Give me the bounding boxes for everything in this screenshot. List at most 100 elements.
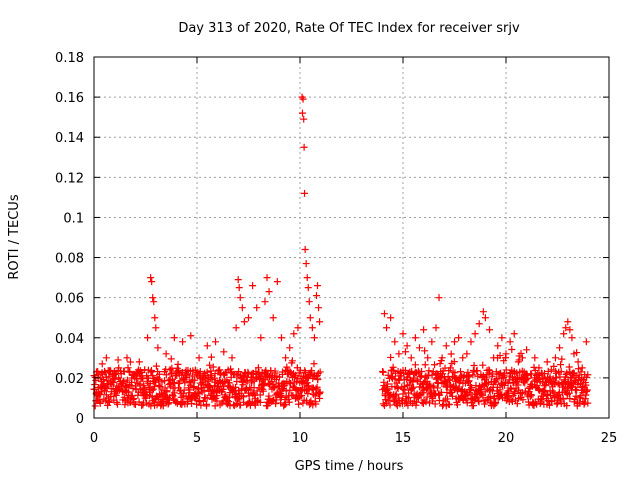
data-point [135, 358, 143, 366]
data-point [162, 350, 170, 358]
data-point [265, 392, 273, 400]
data-point [254, 364, 262, 372]
data-point [574, 358, 582, 366]
data-point [202, 400, 210, 408]
data-point [545, 401, 553, 409]
data-point [298, 391, 306, 399]
data-point [436, 360, 444, 368]
data-point [519, 396, 527, 404]
data-point [421, 361, 429, 369]
data-point [511, 388, 519, 396]
data-point [207, 390, 215, 398]
data-point [206, 361, 214, 369]
data-point [159, 402, 167, 410]
data-point [147, 274, 155, 282]
data-point [534, 385, 542, 393]
data-point [543, 358, 551, 366]
data-point [134, 391, 142, 399]
data-point [510, 330, 518, 338]
data-point [209, 363, 217, 371]
data-point [203, 394, 211, 402]
data-point [170, 379, 178, 387]
data-point [203, 342, 211, 350]
data-point [412, 401, 420, 409]
data-point [557, 361, 565, 369]
data-point [455, 334, 463, 342]
data-point [124, 364, 132, 372]
data-point [496, 386, 504, 394]
data-point [299, 95, 307, 103]
data-point [176, 377, 184, 385]
x-axis-ticks: 0 5 10 15 20 25 [90, 57, 617, 446]
data-point [144, 334, 152, 342]
data-point [104, 394, 112, 402]
x-tick-label: 0 [90, 431, 98, 446]
data-point [174, 384, 182, 392]
data-point [271, 367, 279, 375]
data-point [565, 363, 573, 371]
data-point [284, 395, 292, 403]
data-point [383, 324, 391, 332]
data-point [190, 383, 198, 391]
data-point [100, 384, 108, 392]
data-point [223, 397, 231, 405]
data-point [506, 338, 514, 346]
data-point [484, 378, 492, 386]
data-point [429, 382, 437, 390]
data-point [220, 348, 228, 356]
data-point [152, 324, 160, 332]
data-point [428, 338, 436, 346]
data-point [163, 387, 171, 395]
y-tick-label: 0.16 [55, 91, 84, 106]
grid [94, 57, 609, 418]
data-point [105, 398, 113, 406]
data-point [413, 376, 421, 384]
data-point [407, 354, 415, 362]
data-point [451, 338, 458, 346]
data-point [119, 396, 127, 404]
data-point [384, 380, 392, 388]
chart-title: Day 313 of 2020, Rate Of TEC Index for r… [178, 21, 520, 36]
data-point [211, 374, 219, 382]
data-point [175, 366, 183, 374]
data-point [286, 386, 294, 394]
data-point [536, 399, 544, 407]
data-point [243, 377, 251, 385]
data-point [165, 380, 173, 388]
x-tick-label: 15 [395, 431, 412, 446]
data-point [486, 326, 494, 334]
data-point [581, 395, 589, 403]
data-point [240, 318, 248, 326]
data-point [564, 318, 572, 326]
data-point [316, 388, 324, 396]
data-point [249, 282, 257, 290]
data-point [173, 399, 181, 407]
data-point [312, 385, 320, 393]
data-point [421, 347, 429, 355]
data-point [477, 390, 485, 398]
data-point [154, 344, 162, 352]
data-point [225, 379, 233, 387]
data-point [401, 367, 409, 375]
data-point [316, 368, 324, 376]
data-point [196, 397, 204, 405]
data-point [403, 342, 411, 350]
data-point [216, 366, 224, 374]
data-point [443, 395, 451, 403]
data-point [239, 381, 247, 389]
data-point [446, 364, 454, 372]
data-point [445, 376, 453, 384]
data-point [123, 354, 131, 362]
data-point [438, 354, 446, 362]
data-point [282, 387, 290, 395]
data-point [547, 366, 555, 374]
data-point [304, 284, 312, 292]
data-point [123, 376, 131, 384]
data-point [136, 385, 144, 393]
data-point [162, 371, 170, 379]
data-point [486, 367, 494, 375]
data-point [167, 355, 175, 363]
data-point [114, 356, 122, 364]
data-point [566, 326, 574, 334]
